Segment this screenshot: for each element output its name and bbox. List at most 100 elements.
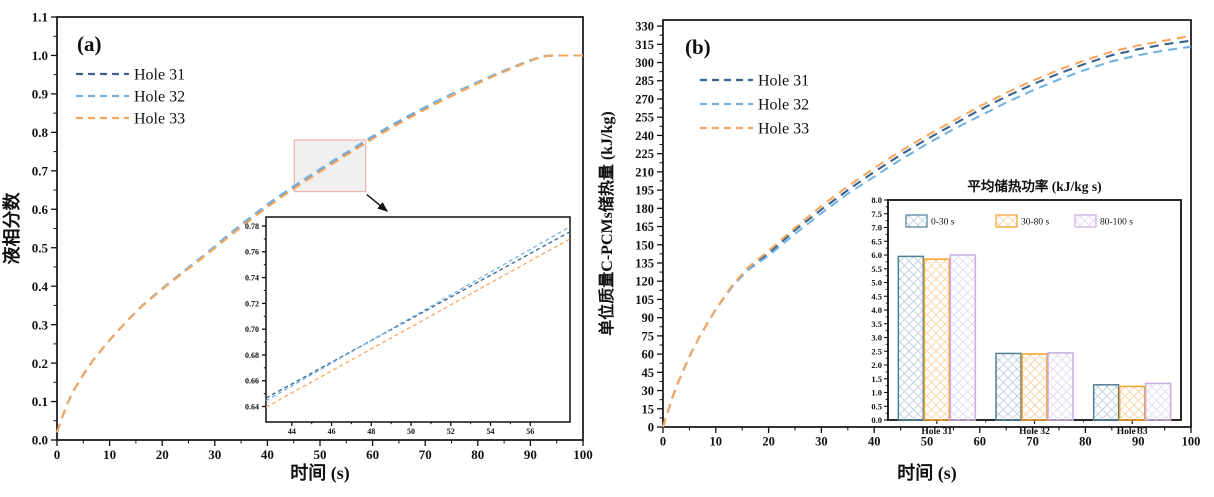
x-axis-tick-label: 46 bbox=[328, 427, 336, 436]
bar-hole-31-80-100-s bbox=[949, 254, 977, 421]
zoom-arrow-icon bbox=[366, 194, 389, 212]
bar-hole-32-30-80-s bbox=[1021, 353, 1048, 421]
y-axis-tick-label: 0.78 bbox=[245, 222, 259, 231]
y-axis-tick-label: 1.5 bbox=[871, 374, 882, 384]
bar-hole-33-0-30-s bbox=[1092, 384, 1120, 421]
y-axis-tick-label: 4.5 bbox=[871, 291, 882, 301]
y-axis-tick-label: 300 bbox=[635, 56, 654, 70]
x-axis-tick-label: 70 bbox=[419, 447, 432, 462]
y-axis-tick-label: 1.1 bbox=[32, 10, 48, 25]
y-axis-tick-label: 0.66 bbox=[245, 377, 259, 386]
inset-series-hole-33 bbox=[265, 238, 571, 408]
y-axis-tick-label: 0.6 bbox=[32, 202, 49, 217]
series-b-hole-33 bbox=[661, 34, 1192, 428]
y-axis-tick-label: 45 bbox=[642, 366, 655, 380]
y-axis-tick-label: 0.68 bbox=[245, 351, 259, 360]
inset-b-bar-chart: 平均储热功率 (kJ/kg s) 0.0 0.5 1.0 1.5 2.0 2.5 3.0 3.5… bbox=[871, 178, 1182, 437]
y-axis-tick-label: 135 bbox=[635, 256, 654, 270]
y-axis-tick-label: 3.5 bbox=[871, 319, 882, 329]
x-axis-tick-label: 10 bbox=[103, 447, 116, 462]
legend-label: Hole 31 bbox=[134, 67, 185, 84]
inset-legend-label: 0-30 s bbox=[931, 218, 955, 228]
x-axis-tick-label: 60 bbox=[366, 447, 379, 462]
bar-hole-33-30-80-s bbox=[1118, 385, 1146, 421]
x-axis-tick-label: 40 bbox=[868, 435, 881, 449]
inset-legend-label: 80-100 s bbox=[1100, 218, 1133, 228]
panel-label-a: (a) bbox=[77, 32, 102, 56]
y-axis-tick-label: 165 bbox=[635, 220, 654, 234]
x-axis-tick-label: 56 bbox=[526, 427, 534, 436]
bar-hole-32-0-30-s bbox=[995, 352, 1022, 421]
y-axis-tick-label: 105 bbox=[635, 293, 654, 307]
y-axis-tick-label: 210 bbox=[635, 165, 654, 179]
bar-category-label: Hole 31 bbox=[921, 427, 952, 437]
legend-label: Hole 31 bbox=[758, 73, 809, 90]
y-axis-tick-label: 0.3 bbox=[32, 317, 49, 332]
x-axis-tick-label: 0 bbox=[660, 435, 666, 449]
y-axis-tick-label: 0.76 bbox=[245, 248, 259, 257]
x-axis-tick-label: 20 bbox=[156, 447, 169, 462]
x-axis-tick-label: 30 bbox=[208, 447, 221, 462]
y-axis-tick-label: 0.8 bbox=[32, 125, 49, 140]
x-axis-tick-label: 54 bbox=[487, 427, 495, 436]
legend-label: Hole 33 bbox=[758, 121, 809, 138]
y-axis-tick-label: 0.74 bbox=[245, 273, 259, 282]
y-axis-tick-label: 1.0 bbox=[32, 48, 48, 63]
y-axis-tick-label: 75 bbox=[642, 329, 655, 343]
y-axis-tick-label: 5.5 bbox=[871, 264, 882, 274]
y-axis-tick-label: 0 bbox=[648, 421, 654, 435]
y-axis-tick-label: 0.7 bbox=[32, 163, 49, 178]
x-axis-tick-label: 48 bbox=[367, 427, 375, 436]
inset-legend-label: 30-80 s bbox=[1021, 218, 1050, 228]
axis-frame bbox=[265, 216, 571, 423]
bar-hole-31-30-80-s bbox=[923, 258, 951, 421]
y-axis-tick-label: 120 bbox=[635, 275, 654, 289]
y-axis-tick-label: 4.0 bbox=[871, 305, 882, 315]
y-axis-tick-label: 6.0 bbox=[871, 250, 882, 260]
x-axis-tick-label: 100 bbox=[1182, 435, 1201, 449]
inset-legend-swatch bbox=[995, 214, 1018, 228]
y-axis-title-a: 液相分数 bbox=[1, 192, 22, 265]
x-axis-tick-label: 80 bbox=[471, 447, 484, 462]
legend-label: Hole 32 bbox=[758, 97, 809, 114]
inset-legend-swatch bbox=[1074, 214, 1097, 228]
y-axis-tick-label: 7.0 bbox=[871, 223, 882, 233]
x-axis-tick-label: 44 bbox=[288, 427, 296, 436]
x-axis-tick-label: 50 bbox=[921, 435, 934, 449]
y-axis-tick-label: 195 bbox=[635, 184, 654, 198]
x-axis-tick-label: 50 bbox=[407, 427, 415, 436]
y-axis-tick-label: 285 bbox=[635, 74, 654, 88]
panel-b: 0 10 20 30 40 50 60 70 80 90 100 0 15 30 45 60 75 90 105 12… bbox=[597, 19, 1201, 484]
y-axis-tick-label: 0.1 bbox=[32, 394, 48, 409]
y-axis-tick-label: 270 bbox=[635, 92, 654, 106]
x-axis-tick-label: 40 bbox=[261, 447, 274, 462]
legend-label: Hole 32 bbox=[134, 89, 185, 106]
y-axis-tick-label: 0.5 bbox=[32, 240, 49, 255]
y-axis-tick-label: 0.4 bbox=[32, 279, 49, 294]
y-axis-title-b: 单位质量C-PCMs储热量 (kJ/kg) bbox=[597, 111, 616, 335]
y-axis-tick-label: 8.0 bbox=[871, 195, 882, 205]
y-axis-tick-label: 315 bbox=[635, 38, 654, 52]
inset-a-zoom-plot: 44 46 48 50 52 54 56 0.64 0.66 0.68 0.70 0.72 0.74 0.… bbox=[245, 216, 571, 436]
bar-hole-31-0-30-s bbox=[897, 255, 925, 421]
x-axis-tick-label: 100 bbox=[573, 447, 593, 462]
inset-series-hole-31 bbox=[265, 231, 571, 399]
x-axis-title-b: 时间 (s) bbox=[897, 463, 957, 484]
inset-legend-swatch bbox=[905, 214, 928, 228]
y-axis-tick-label: 0.64 bbox=[245, 402, 259, 411]
y-axis-tick-label: 225 bbox=[635, 147, 654, 161]
bar-category-label: Hole 32 bbox=[1019, 427, 1050, 437]
panel-a: 0 10 20 30 40 50 60 70 80 90 100 0.0 0.1 0.2 0.3 0.4 0.5… bbox=[1, 10, 593, 484]
zoom-region-box bbox=[293, 139, 367, 193]
y-axis-tick-label: 330 bbox=[635, 20, 654, 34]
y-axis-tick-label: 3.0 bbox=[871, 333, 882, 343]
x-axis-tick-label: 90 bbox=[1132, 435, 1145, 449]
y-axis-tick-label: 7.5 bbox=[871, 209, 882, 219]
y-axis-tick-label: 2.5 bbox=[871, 346, 882, 356]
y-axis-tick-label: 0.0 bbox=[871, 415, 882, 425]
x-axis-tick-label: 52 bbox=[447, 427, 455, 436]
y-axis-tick-label: 6.5 bbox=[871, 236, 882, 246]
bar-hole-32-80-100-s bbox=[1047, 352, 1074, 421]
x-axis-tick-label: 60 bbox=[974, 435, 987, 449]
